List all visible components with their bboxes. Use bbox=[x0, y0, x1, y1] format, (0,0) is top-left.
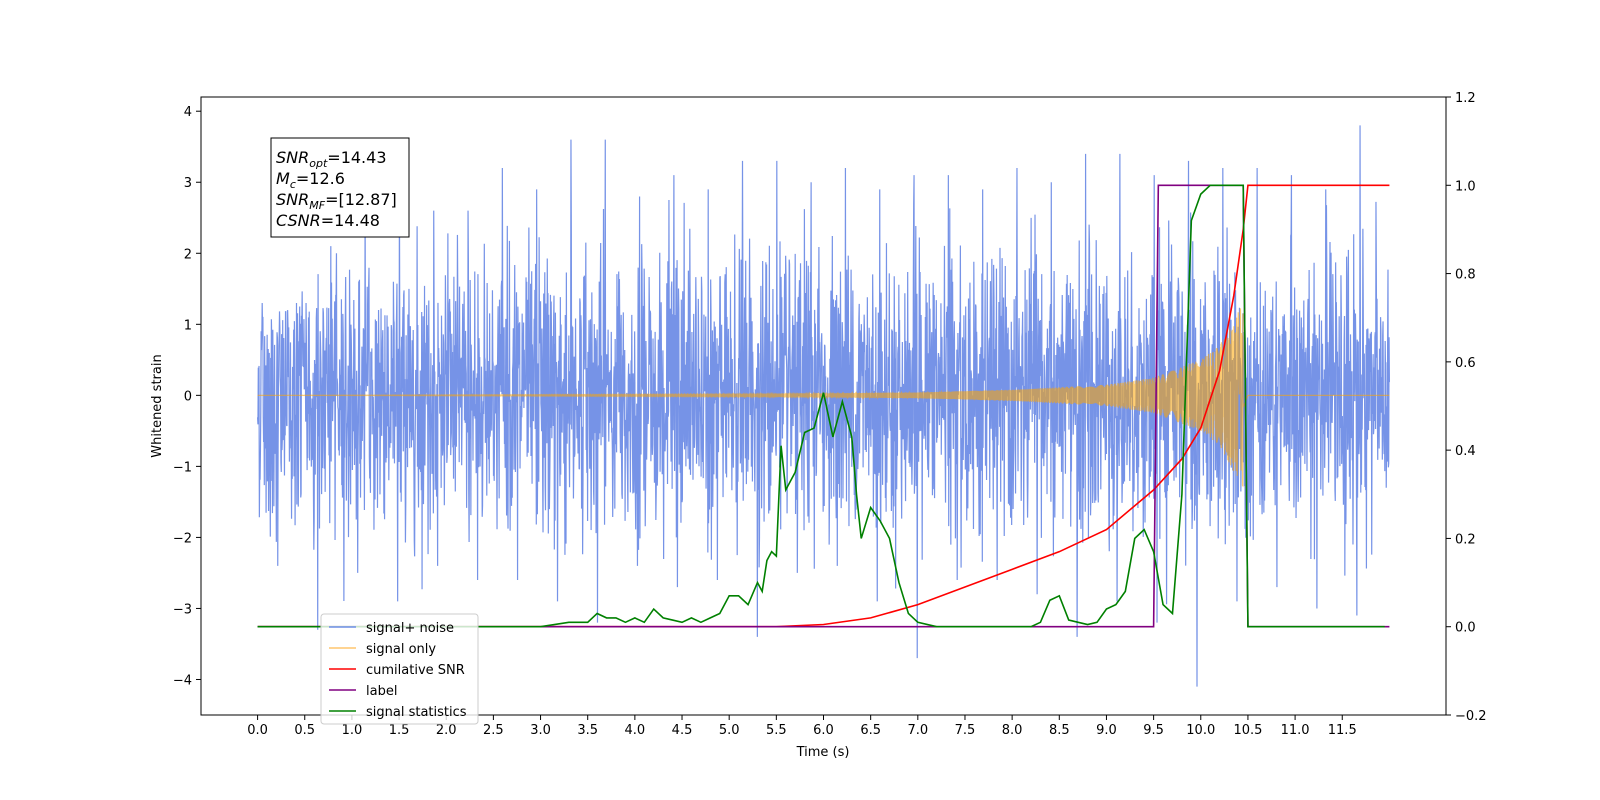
legend-entry-label: cumilative SNR bbox=[366, 663, 465, 678]
y-left-tick-label: −4 bbox=[173, 673, 192, 688]
series-signal-only bbox=[257, 308, 1390, 488]
legend-entry-label: signal+ noise bbox=[366, 621, 454, 636]
y-left-tick-label: 1 bbox=[184, 318, 192, 333]
y-left-tick-label: 2 bbox=[184, 247, 192, 262]
y-right-tick-label: 0.6 bbox=[1455, 356, 1476, 371]
x-tick-label: 1.5 bbox=[389, 723, 410, 738]
x-tick-label: 7.0 bbox=[907, 723, 928, 738]
x-tick-label: 5.5 bbox=[766, 723, 787, 738]
x-tick-label: 6.5 bbox=[860, 723, 881, 738]
x-tick-label: 2.0 bbox=[436, 723, 457, 738]
x-tick-label: 7.5 bbox=[955, 723, 976, 738]
series-line bbox=[257, 184, 1385, 628]
x-tick-label: 10.0 bbox=[1186, 723, 1215, 738]
series-layer bbox=[256, 125, 1391, 687]
y-right-tick-label: −0.2 bbox=[1455, 709, 1487, 724]
y-axis-left-ticks: −4 −3 −2 −1 0 1 2 3 4 bbox=[173, 105, 201, 688]
y-right-tick-label: 0.0 bbox=[1455, 621, 1476, 636]
legend-frame bbox=[320, 613, 479, 725]
x-tick-label: 5.0 bbox=[719, 723, 740, 738]
x-tick-label: 3.5 bbox=[577, 723, 598, 738]
x-tick-label: 2.5 bbox=[483, 723, 504, 738]
y-left-tick-label: −2 bbox=[173, 531, 192, 546]
x-tick-label: 11.0 bbox=[1281, 723, 1310, 738]
y-left-tick-label: 3 bbox=[184, 176, 192, 191]
annotation-line: CSNR=14.48 bbox=[276, 211, 380, 230]
annotation-frame bbox=[270, 137, 410, 238]
x-tick-label: 9.5 bbox=[1143, 723, 1164, 738]
y-left-tick-label: −1 bbox=[173, 460, 192, 475]
annotation-line: SNRMF=[12.87] bbox=[276, 190, 397, 212]
y-right-tick-label: 0.2 bbox=[1455, 532, 1476, 547]
y-right-tick-label: 1.0 bbox=[1455, 179, 1476, 194]
x-tick-label: 1.0 bbox=[342, 723, 363, 738]
x-tick-label: 8.0 bbox=[1002, 723, 1023, 738]
x-axis-label: Time (s) bbox=[796, 745, 850, 760]
signal-only-line bbox=[257, 308, 1390, 488]
x-tick-label: 10.5 bbox=[1233, 723, 1262, 738]
y-axis-left-label: Whitened strain bbox=[150, 354, 165, 457]
legend: signal+ noise signal only cumilative SNR la… bbox=[320, 613, 479, 725]
legend-entry-label: signal statistics bbox=[366, 705, 467, 720]
y-right-tick-label: 0.8 bbox=[1455, 268, 1476, 283]
y-axis-right-ticks: −0.2 0.0 0.2 0.4 0.6 0.8 1.0 1.2 bbox=[1446, 91, 1487, 724]
annotation-line: Mc=12.6 bbox=[276, 169, 345, 191]
x-tick-label: 8.5 bbox=[1049, 723, 1070, 738]
stats-annotation-box: SNRopt=14.43Mc=12.6SNRMF=[12.87]CSNR=14.… bbox=[270, 137, 410, 238]
y-left-tick-label: 0 bbox=[184, 389, 192, 404]
x-tick-label: 3.0 bbox=[530, 723, 551, 738]
x-tick-label: 11.5 bbox=[1328, 723, 1357, 738]
annotation-line: SNRopt=14.43 bbox=[276, 148, 387, 170]
legend-entry-label: label bbox=[366, 684, 397, 699]
x-tick-label: 0.5 bbox=[294, 723, 315, 738]
x-axis-ticks: 0.0 0.5 1.0 1.5 2.0 2.5 3.0 3.5 4.0 4.5 5.0 5.5 6.0 6… bbox=[247, 715, 1357, 738]
y-right-tick-label: 1.2 bbox=[1455, 91, 1476, 106]
x-tick-label: 4.0 bbox=[625, 723, 646, 738]
x-tick-label: 6.0 bbox=[813, 723, 834, 738]
series-signal-statistics bbox=[257, 184, 1385, 628]
legend-entry-label: signal only bbox=[366, 642, 436, 657]
y-right-tick-label: 0.4 bbox=[1455, 444, 1476, 459]
y-left-tick-label: −3 bbox=[173, 602, 192, 617]
x-tick-label: 9.0 bbox=[1096, 723, 1117, 738]
x-tick-label: 4.5 bbox=[672, 723, 693, 738]
x-tick-label: 0.0 bbox=[247, 723, 268, 738]
y-left-tick-label: 4 bbox=[184, 105, 192, 120]
